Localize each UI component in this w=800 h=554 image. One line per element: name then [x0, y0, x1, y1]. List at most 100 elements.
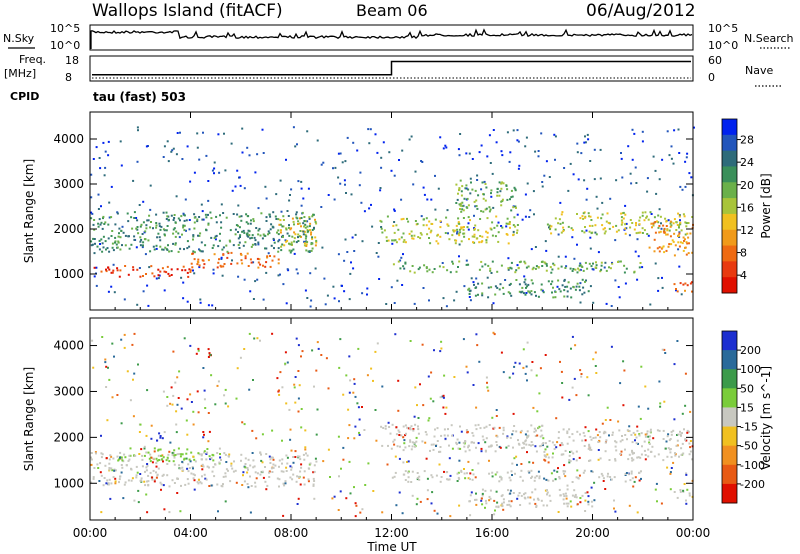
power-cell — [623, 264, 626, 267]
power-speckle — [403, 267, 406, 270]
velocity-cell — [535, 450, 538, 453]
power-cell — [457, 221, 460, 224]
power-cell — [104, 221, 107, 224]
velocity-cell — [152, 457, 155, 460]
velocity-speckle — [224, 500, 227, 503]
power-cell — [629, 219, 632, 221]
velocity-cell — [114, 480, 117, 483]
velocity-speckle — [427, 375, 430, 378]
power-speckle — [621, 176, 624, 179]
power-cell — [664, 217, 667, 220]
velocity-cell — [530, 469, 533, 472]
power-speckle — [480, 188, 483, 191]
colorbar-tick-label: 4 — [740, 269, 747, 282]
velocity-cell — [543, 450, 546, 453]
power-speckle — [261, 128, 264, 131]
power-cell — [158, 225, 161, 228]
power-cell — [395, 224, 398, 227]
velocity-cell — [410, 425, 413, 428]
power-cell — [476, 237, 479, 240]
power-cell — [227, 252, 230, 255]
velocity-cell — [247, 458, 250, 461]
power-cell — [167, 272, 170, 275]
velocity-speckle — [151, 476, 154, 479]
power-cell — [305, 243, 308, 246]
power-speckle — [465, 259, 468, 262]
velocity-speckle — [214, 403, 217, 406]
velocity-cell — [687, 430, 690, 433]
power-speckle — [565, 265, 568, 268]
power-cell — [175, 230, 178, 233]
power-cell — [177, 250, 180, 253]
power-cell — [439, 235, 442, 238]
power-cell — [500, 264, 503, 267]
velocity-cell — [313, 464, 316, 467]
velocity-cell — [614, 459, 617, 462]
velocity-speckle — [342, 458, 345, 461]
power-speckle — [563, 167, 566, 169]
power-speckle — [136, 126, 139, 129]
velocity-cell — [177, 477, 179, 480]
velocity-speckle — [462, 338, 465, 341]
velocity-cell — [560, 453, 563, 456]
velocity-cell — [208, 466, 210, 469]
power-speckle — [414, 170, 417, 173]
power-speckle — [193, 171, 196, 174]
velocity-speckle — [486, 381, 488, 384]
velocity-cell — [251, 452, 254, 454]
velocity-cell — [202, 465, 205, 468]
power-speckle — [554, 158, 556, 161]
velocity-speckle — [114, 482, 117, 485]
velocity-speckle — [168, 511, 171, 514]
power-cell — [142, 244, 144, 247]
power-speckle — [630, 182, 633, 185]
velocity-cell — [587, 503, 590, 506]
power-cell — [98, 248, 101, 251]
velocity-cell — [203, 450, 206, 453]
power-cell — [545, 264, 548, 267]
power-cell — [584, 226, 586, 228]
power-cell — [562, 229, 565, 231]
velocity-cell — [615, 441, 618, 444]
velocity-speckle — [487, 389, 490, 392]
power-cell — [277, 218, 280, 221]
velocity-cell — [292, 456, 295, 458]
velocity-speckle — [192, 410, 195, 413]
velocity-cell — [631, 452, 634, 455]
power-cell — [595, 264, 598, 267]
velocity-cell — [528, 502, 531, 505]
power-cell — [574, 288, 577, 291]
power-speckle — [379, 187, 382, 189]
power-speckle — [179, 131, 181, 134]
power-cell — [397, 228, 400, 231]
power-speckle — [649, 303, 652, 306]
power-speckle — [603, 266, 606, 269]
nave-label: Nave — [745, 64, 773, 77]
power-cell — [436, 234, 439, 237]
power-speckle — [609, 197, 612, 200]
velocity-cell — [521, 447, 524, 450]
power-cell — [238, 241, 241, 244]
velocity-speckle — [531, 361, 534, 363]
power-cell — [601, 213, 604, 216]
power-cell — [192, 250, 195, 253]
velocity-cell — [563, 472, 565, 475]
power-cell — [425, 224, 428, 227]
power-cell — [122, 231, 125, 234]
power-cell — [142, 221, 145, 224]
velocity-cell — [572, 452, 575, 455]
velocity-cell — [619, 440, 622, 443]
velocity-speckle — [563, 464, 566, 467]
power-cell — [635, 222, 637, 224]
power-speckle — [605, 302, 608, 305]
power-cell — [127, 220, 130, 223]
power-cell — [127, 273, 130, 276]
velocity-cell — [168, 450, 171, 453]
velocity-cell — [467, 444, 470, 447]
power-speckle — [354, 233, 357, 236]
power-speckle — [108, 250, 111, 253]
power-cell — [447, 224, 450, 227]
power-cell — [665, 249, 668, 252]
velocity-cell — [406, 426, 409, 429]
velocity-speckle — [414, 423, 417, 426]
